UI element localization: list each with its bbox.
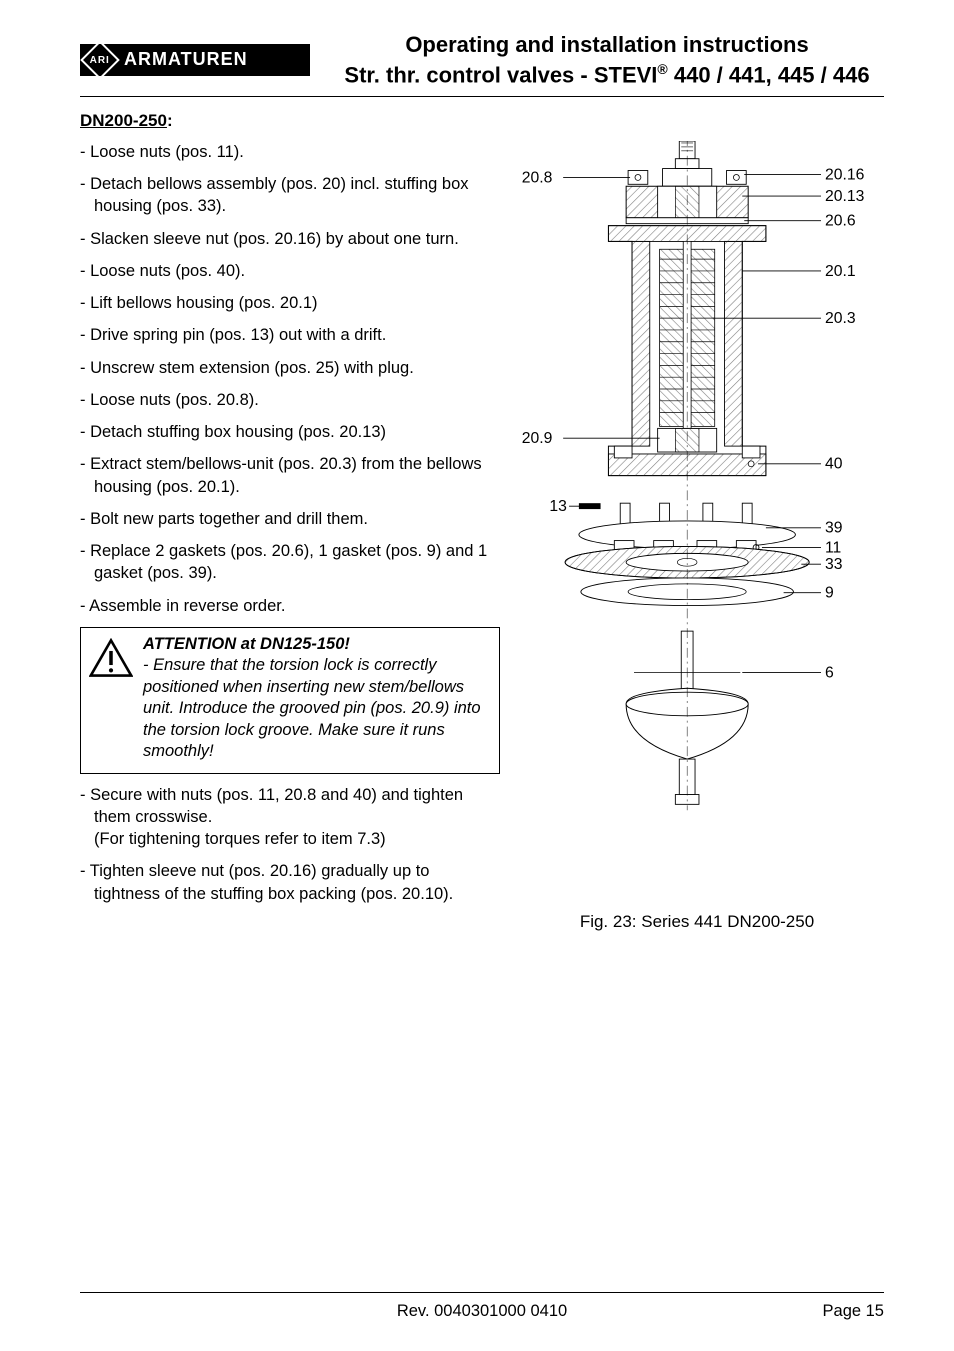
callout-title: ATTENTION at DN125-150! xyxy=(143,634,491,655)
revision-text: Rev. 0040301000 0410 xyxy=(80,1302,884,1321)
instruction-step: - Assemble in reverse order. xyxy=(80,595,500,617)
logo-diamond-icon: ARI xyxy=(80,40,120,80)
warning-icon xyxy=(89,638,133,678)
callout-label: 9 xyxy=(825,584,834,601)
exploded-view-diagram: 20.8 20.9 13 20.16 20.13 20.6 20.1 20.3 … xyxy=(510,141,884,899)
instruction-step: - Lift bellows housing (pos. 20.1) xyxy=(80,292,500,314)
instruction-step: - Tighten sleeve nut (pos. 20.16) gradua… xyxy=(80,860,500,905)
page-footer: Rev. 0040301000 0410 Page 15 xyxy=(80,1302,884,1321)
callout-label: 20.8 xyxy=(522,169,553,186)
instruction-step: - Unscrew stem extension (pos. 25) with … xyxy=(80,357,500,379)
instruction-step: - Replace 2 gaskets (pos. 20.6), 1 gaske… xyxy=(80,540,500,585)
instruction-step: - Loose nuts (pos. 11). xyxy=(80,141,500,163)
callout-label: 13 xyxy=(549,498,567,515)
header-rule xyxy=(80,96,884,97)
brand-logo: ARI ARMATUREN xyxy=(80,44,310,76)
instruction-step: - Extract stem/bellows-unit (pos. 20.3) … xyxy=(80,453,500,498)
figure-caption: Fig. 23: Series 441 DN200-250 xyxy=(510,912,884,932)
title-line1: Operating and installation instructions xyxy=(330,30,884,60)
callout-label: 33 xyxy=(825,556,843,573)
callout-label: 20.9 xyxy=(522,430,553,447)
callout-label: 40 xyxy=(825,455,843,472)
callout-label: 20.6 xyxy=(825,212,856,229)
instruction-step: - Loose nuts (pos. 20.8). xyxy=(80,389,500,411)
instruction-step: - Loose nuts (pos. 40). xyxy=(80,260,500,282)
footer-rule xyxy=(80,1292,884,1293)
section-heading: DN200-250: xyxy=(80,111,884,131)
content-columns: - Loose nuts (pos. 11). - Detach bellows… xyxy=(80,141,884,932)
attention-callout: ATTENTION at DN125-150! - Ensure that th… xyxy=(80,627,500,774)
callout-label: 11 xyxy=(825,539,841,556)
instruction-step: - Slacken sleeve nut (pos. 20.16) by abo… xyxy=(80,228,500,250)
instruction-step: - Detach stuffing box housing (pos. 20.1… xyxy=(80,421,500,443)
instructions-column: - Loose nuts (pos. 11). - Detach bellows… xyxy=(80,141,500,932)
callout-body: ATTENTION at DN125-150! - Ensure that th… xyxy=(143,634,491,763)
logo-text: ARMATUREN xyxy=(124,49,248,70)
title-line2: Str. thr. control valves - STEVI® 440 / … xyxy=(330,60,884,90)
callout-label: 20.13 xyxy=(825,188,865,205)
instruction-step: - Bolt new parts together and drill them… xyxy=(80,508,500,530)
callout-label: 20.1 xyxy=(825,263,856,280)
instruction-step: - Detach bellows assembly (pos. 20) incl… xyxy=(80,173,500,218)
document-title: Operating and installation instructions … xyxy=(330,30,884,90)
callout-label: 20.3 xyxy=(825,310,856,327)
callout-label: 6 xyxy=(825,664,834,681)
callout-text: - Ensure that the torsion lock is correc… xyxy=(143,655,491,762)
instruction-step: - Secure with nuts (pos. 11, 20.8 and 40… xyxy=(80,784,500,851)
page-header: ARI ARMATUREN Operating and installation… xyxy=(80,30,884,90)
callout-label: 20.16 xyxy=(825,166,865,183)
callout-label: 39 xyxy=(825,519,843,536)
figure-column: 20.8 20.9 13 20.16 20.13 20.6 20.1 20.3 … xyxy=(510,141,884,932)
instruction-step: - Drive spring pin (pos. 13) out with a … xyxy=(80,324,500,346)
